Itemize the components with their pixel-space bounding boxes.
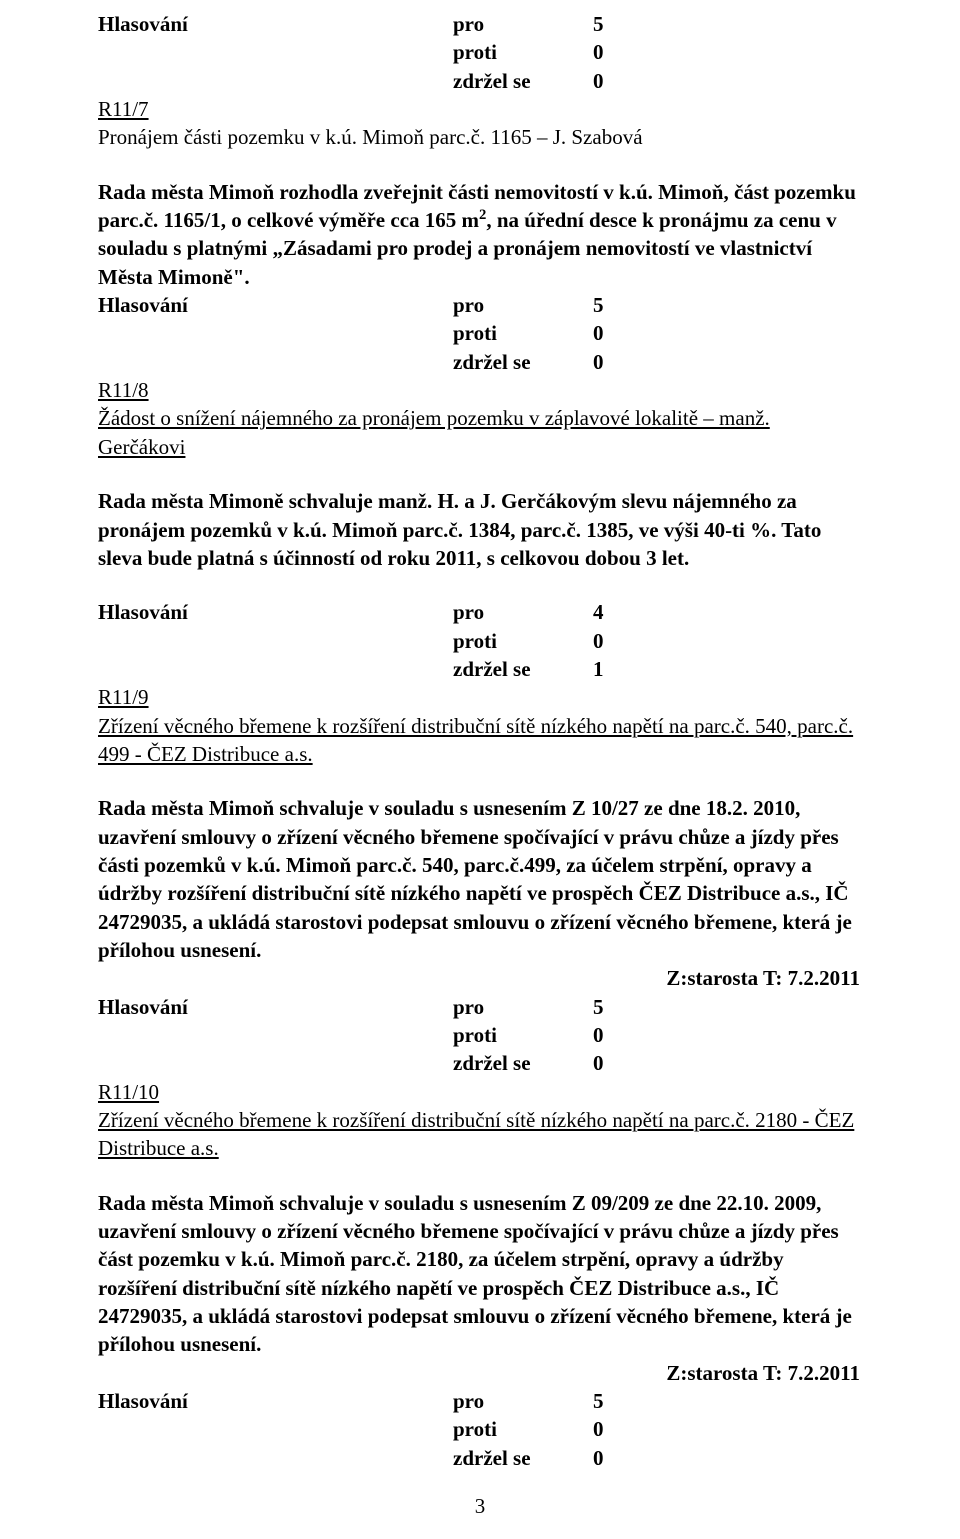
vote-row-proti: proti 0 [98,38,862,66]
vote-label: Hlasování [98,10,453,38]
vote-block: Hlasování pro 5 proti 0 zdržel se 0 [98,993,862,1078]
vote-row-zdrzel: zdržel se 0 [98,67,862,95]
vote-label-empty [98,348,453,376]
vote-label-empty [98,1021,453,1049]
vote-label-empty [98,38,453,66]
vote-type-proti: proti [453,1021,593,1049]
item-id-r118: R11/8 [98,376,862,404]
vote-label: Hlasování [98,598,453,626]
item-id-r117: R11/7 [98,95,862,123]
vote-value-zdrzel: 0 [593,1049,604,1077]
date-line-r1110: Z:starosta T: 7.2.2011 [98,1359,862,1387]
vote-type-zdrzel: zdržel se [453,67,593,95]
vote-label-empty [98,655,453,683]
vote-type-proti: proti [453,627,593,655]
vote-value-proti: 0 [593,38,604,66]
vote-type-pro: pro [453,993,593,1021]
date-line-r119: Z:starosta T: 7.2.2011 [98,964,862,992]
vote-label-empty [98,1415,453,1443]
vote-type-proti: proti [453,319,593,347]
vote-row-pro: Hlasování pro 5 [98,1387,862,1415]
vote-value-pro: 5 [593,10,604,38]
vote-label-empty [98,1049,453,1077]
vote-type-pro: pro [453,10,593,38]
item-id-r119: R11/9 [98,683,862,711]
vote-row-pro: Hlasování pro 5 [98,993,862,1021]
vote-value-pro: 5 [593,291,604,319]
vote-type-pro: pro [453,1387,593,1415]
vote-value-pro: 4 [593,598,604,626]
vote-row-proti: proti 0 [98,627,862,655]
vote-block: Hlasování pro 5 proti 0 zdržel se 0 [98,291,862,376]
vote-value-proti: 0 [593,1415,604,1443]
vote-row-proti: proti 0 [98,319,862,347]
vote-value-proti: 0 [593,319,604,347]
item-para-r118: Rada města Mimoně schvaluje manž. H. a J… [98,487,862,572]
item-id-r1110: R11/10 [98,1078,862,1106]
vote-row-zdrzel: zdržel se 1 [98,655,862,683]
vote-block: Hlasování pro 5 proti 0 zdržel se 0 [98,10,862,95]
vote-label-empty [98,627,453,655]
vote-label: Hlasování [98,993,453,1021]
vote-type-zdrzel: zdržel se [453,1049,593,1077]
vote-row-zdrzel: zdržel se 0 [98,1049,862,1077]
vote-row-zdrzel: zdržel se 0 [98,1444,862,1472]
vote-row-proti: proti 0 [98,1415,862,1443]
vote-row-proti: proti 0 [98,1021,862,1049]
item-title-r117: Pronájem části pozemku v k.ú. Mimoň parc… [98,123,862,151]
vote-label: Hlasování [98,1387,453,1415]
vote-block: Hlasování pro 5 proti 0 zdržel se 0 [98,1387,862,1472]
vote-row-zdrzel: zdržel se 0 [98,348,862,376]
item-title-r1110: Zřízení věcného břemene k rozšíření dist… [98,1106,862,1163]
vote-value-proti: 0 [593,1021,604,1049]
item-title-r118: Žádost o snížení nájemného za pronájem p… [98,404,862,461]
vote-label-empty [98,67,453,95]
vote-row-pro: Hlasování pro 5 [98,291,862,319]
item-para-r117: Rada města Mimoň rozhodla zveřejnit část… [98,178,862,291]
vote-value-zdrzel: 0 [593,1444,604,1472]
vote-type-proti: proti [453,1415,593,1443]
vote-value-zdrzel: 0 [593,67,604,95]
vote-block: Hlasování pro 4 proti 0 zdržel se 1 [98,598,862,683]
vote-label: Hlasování [98,291,453,319]
vote-type-pro: pro [453,291,593,319]
vote-value-pro: 5 [593,993,604,1021]
vote-value-zdrzel: 0 [593,348,604,376]
vote-row-pro: Hlasování pro 5 [98,10,862,38]
vote-type-zdrzel: zdržel se [453,1444,593,1472]
vote-type-proti: proti [453,38,593,66]
vote-label-empty [98,319,453,347]
vote-value-pro: 5 [593,1387,604,1415]
vote-label-empty [98,1444,453,1472]
page-number: 3 [0,1494,960,1519]
vote-type-pro: pro [453,598,593,626]
vote-type-zdrzel: zdržel se [453,655,593,683]
document-page: Hlasování pro 5 proti 0 zdržel se 0 R11/… [0,0,960,1539]
vote-type-zdrzel: zdržel se [453,348,593,376]
vote-row-pro: Hlasování pro 4 [98,598,862,626]
item-title-r119: Zřízení věcného břemene k rozšíření dist… [98,712,862,769]
vote-value-proti: 0 [593,627,604,655]
vote-value-zdrzel: 1 [593,655,604,683]
item-para-r119: Rada města Mimoň schvaluje v souladu s u… [98,794,862,964]
item-para-r1110: Rada města Mimoň schvaluje v souladu s u… [98,1189,862,1359]
